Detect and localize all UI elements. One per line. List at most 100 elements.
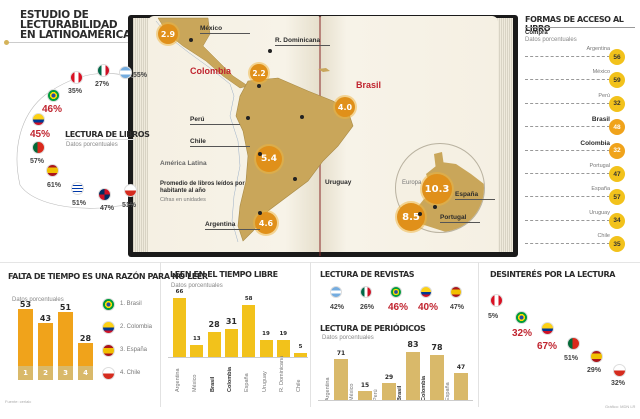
- europe-label: Europa: [402, 180, 422, 186]
- map-dot-argentina: [258, 211, 262, 215]
- map-bubble-argentina: 4.6: [255, 212, 277, 234]
- desinteres-title: DESINTERÉS POR LA LECTURA: [490, 270, 616, 279]
- libre-category-label: Argentina: [175, 368, 181, 392]
- periodicos-bar: [382, 383, 396, 400]
- desinteres-value-espana: 29%: [587, 367, 602, 374]
- acceso-value-badge: 32: [609, 95, 625, 112]
- dashed-line: [525, 126, 610, 128]
- map-dot-portugal: [418, 212, 422, 216]
- divider: [0, 262, 640, 263]
- flag-chile-icon: [102, 367, 115, 380]
- libros-value-brasil: 46%: [42, 104, 63, 115]
- page-title: ESTUDIO DE LECTURABILIDAD EN LATINOAMÉRI…: [20, 9, 131, 41]
- flag-colombia-icon: [541, 322, 554, 335]
- acceso-value-badge: 48: [609, 119, 625, 136]
- acceso-value-badge: 57: [609, 189, 625, 206]
- libros-value-colombia: 45%: [30, 129, 51, 140]
- libre-value-label: 28: [208, 319, 220, 329]
- flag-colombia-icon: [32, 113, 45, 126]
- acceso-value-badge: 59: [609, 72, 625, 89]
- map-dot-rdominicana: [268, 49, 272, 53]
- periodicos-value-label: 47: [456, 363, 466, 371]
- map-bubble-colombia: 2.2: [250, 64, 268, 82]
- desinteres-value-colombia: 67%: [537, 341, 558, 352]
- falta-title: FALTA DE TIEMPO ES UNA RAZÓN PARA NO LEE…: [8, 272, 208, 281]
- map-bubble-espana: 10.3: [422, 174, 452, 204]
- libre-value-label: 66: [175, 288, 184, 295]
- flag-brasil-icon: [47, 89, 60, 102]
- periodicos-bar: [406, 352, 420, 400]
- credit-note: Gráfico: MDN LR: [605, 404, 636, 409]
- periodicos-category-label: España: [445, 382, 451, 401]
- libre-bar: [207, 331, 221, 357]
- flag-chile-icon: [124, 184, 137, 197]
- map-label-mexico: México: [200, 25, 250, 34]
- flag-espana-icon: [590, 350, 603, 363]
- acceso-country: Chile: [597, 233, 610, 240]
- flag-brasil-icon: [515, 311, 528, 324]
- periodicos-value-label: 78: [431, 342, 443, 352]
- libre-value-label: 58: [244, 295, 253, 302]
- periodicos-category-label: Brasil: [397, 385, 403, 401]
- acceso-country: Colombia: [580, 139, 610, 147]
- map-dot-mexico: [189, 38, 193, 42]
- libros-value-peru: 35%: [68, 88, 83, 95]
- acceso-value-badge: 34: [609, 212, 625, 229]
- acceso-country: Portugal: [589, 163, 611, 169]
- map-label-uruguay: Uruguay: [325, 179, 352, 186]
- acceso-country: Argentina: [586, 46, 610, 52]
- flag-peru-icon: [70, 71, 83, 84]
- tiempo-libre-subtitle: Datos porcentuales: [171, 283, 223, 289]
- map-dot-peru: [246, 116, 250, 120]
- acceso-value-badge: 32: [609, 142, 625, 159]
- divider: [160, 262, 161, 407]
- map-land-uk: [434, 152, 444, 170]
- libre-bar: [276, 339, 290, 357]
- acceso-row: Argentina 56: [525, 46, 635, 66]
- dashed-line: [525, 79, 610, 81]
- periodicos-bar: [334, 358, 348, 400]
- acceso-row: Brasil 48: [525, 116, 635, 136]
- periodicos-title: LECTURA DE PERIÓDICOS: [320, 324, 426, 333]
- libre-bar: [173, 297, 186, 357]
- periodicos-bar: [454, 372, 468, 400]
- libre-bar: [224, 329, 238, 357]
- acceso-subtitle: Datos porcentuales: [525, 37, 577, 43]
- revistas-value-colombia: 40%: [418, 302, 439, 313]
- map-bubble-brasil: 4.0: [335, 97, 355, 117]
- flag-mexico-icon: [97, 64, 110, 77]
- map-label-peru: Perú: [190, 116, 240, 125]
- dashed-line: [525, 173, 610, 174]
- flag-uruguay-icon: [71, 182, 84, 195]
- map-label-rdominicana: R. Dominicana: [275, 37, 330, 46]
- revistas-title: LECTURA DE REVISTAS: [320, 270, 415, 279]
- libre-value-label: 13: [192, 336, 201, 343]
- flag-portugal-icon: [567, 337, 580, 350]
- periodicos-value-label: 71: [336, 349, 346, 357]
- libre-category-label: Chile: [296, 379, 303, 392]
- map-bubble-mexico: 2.9: [158, 24, 178, 44]
- libre-category-label: Colombia: [226, 366, 233, 392]
- libre-bar: [190, 345, 204, 357]
- dashed-line: [525, 56, 610, 57]
- flag-colombia-icon: [420, 286, 432, 298]
- libre-category-label: México: [192, 374, 199, 392]
- book-page-edges-right: [495, 18, 513, 252]
- libre-bar: [242, 304, 256, 357]
- flag-espana-icon: [46, 164, 59, 177]
- map-bubble-portugal: 8.5: [397, 203, 425, 231]
- revistas-value-mexico: 26%: [360, 304, 375, 311]
- bullet-dot: [4, 40, 9, 45]
- falta-legend-label: 2. Colombia: [120, 324, 153, 330]
- periodicos-category-label: Argentina: [325, 377, 331, 401]
- map-label-portugal: Portugal: [440, 214, 480, 223]
- falta-value-label: 43: [39, 313, 52, 323]
- libros-value-argentina: 55%: [133, 72, 148, 79]
- libros-value-uruguay: 51%: [72, 200, 87, 207]
- flag-chile-icon: [613, 364, 626, 377]
- periodicos-value-label: 15: [360, 382, 370, 390]
- map-label-brasil: Brasil: [356, 80, 382, 90]
- libros-value-rdominicana: 47%: [100, 205, 115, 212]
- acceso-value-badge: 47: [609, 166, 625, 182]
- flag-brasil-icon: [102, 298, 115, 311]
